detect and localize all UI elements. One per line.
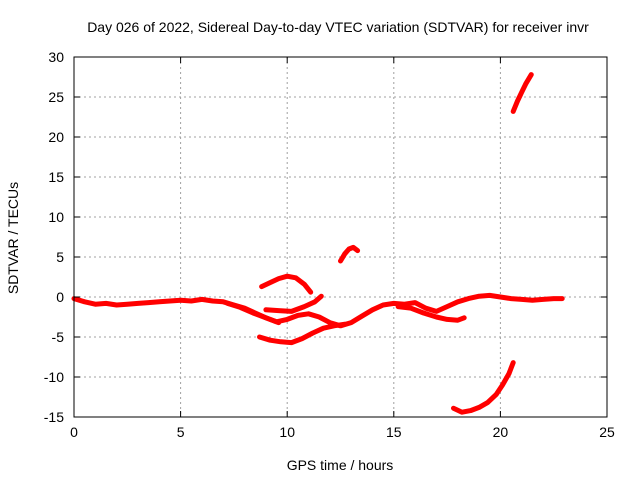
series-spike-mid — [338, 244, 361, 264]
y-tick-label: -5 — [52, 329, 65, 345]
x-tick-label: 0 — [70, 424, 78, 440]
y-tick-label: 5 — [56, 249, 64, 265]
y-tick-label: -10 — [44, 369, 64, 385]
y-tick-label: 25 — [48, 89, 64, 105]
series-rise-top — [510, 72, 534, 114]
ticks — [73, 56, 608, 418]
grid — [74, 57, 607, 417]
x-tick-label: 5 — [177, 424, 185, 440]
series-mid-branch — [263, 293, 324, 314]
series-afternoon-lower — [395, 304, 467, 323]
series-lower-branch — [257, 321, 348, 346]
y-axis-label: SDTVAR / TECUs — [5, 182, 21, 294]
y-tick-label: 20 — [48, 129, 64, 145]
y-tick-label: -15 — [44, 409, 64, 425]
x-tick-label: 25 — [599, 424, 615, 440]
y-tick-label: 10 — [48, 209, 64, 225]
x-axis-label: GPS time / hours — [287, 457, 394, 473]
plot-frame — [73, 56, 608, 418]
series-upper-branch — [225, 300, 282, 326]
x-tick-label: 15 — [386, 424, 402, 440]
series-layer — [71, 72, 565, 415]
y-tick-label: 15 — [48, 169, 64, 185]
chart-title: Day 026 of 2022, Sidereal Day-to-day VTE… — [87, 19, 589, 35]
series-main-band — [71, 292, 565, 329]
series-loop-upper — [259, 273, 314, 295]
y-tick-label: 0 — [56, 289, 64, 305]
x-tick-labels: 0 5 10 15 20 25 — [70, 424, 615, 440]
series-rise-bottom — [451, 360, 516, 415]
y-tick-label: 30 — [48, 49, 64, 65]
x-tick-label: 20 — [493, 424, 509, 440]
x-tick-label: 10 — [279, 424, 295, 440]
y-tick-labels: -15 -10 -5 0 5 10 15 20 25 30 — [44, 49, 64, 425]
